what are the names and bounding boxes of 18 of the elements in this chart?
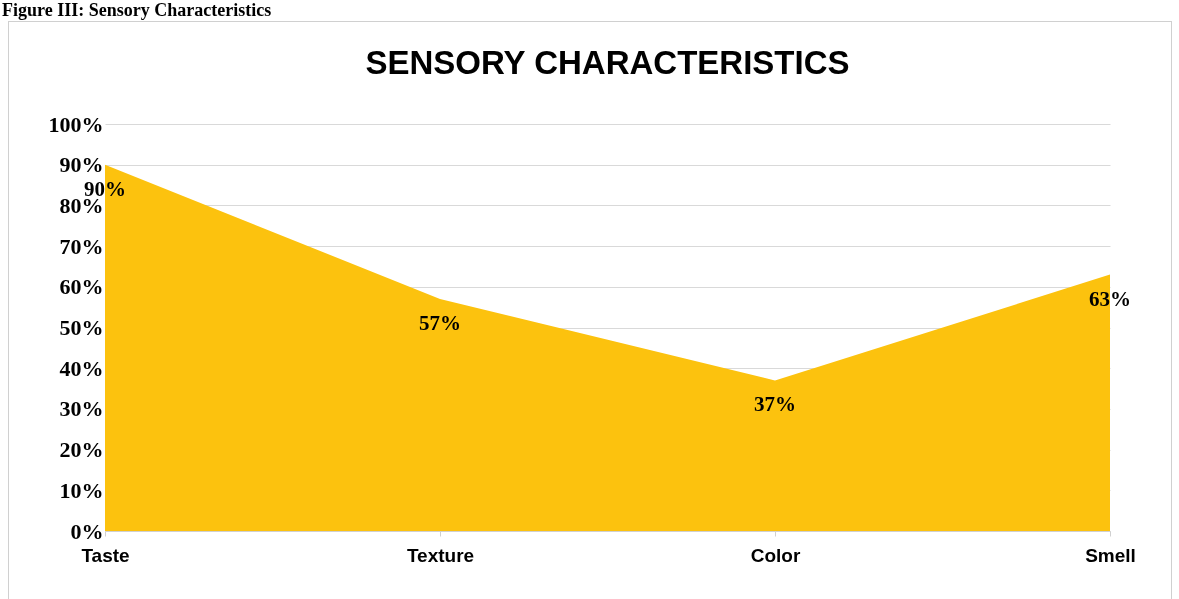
data-label: 57% bbox=[419, 311, 461, 336]
text: Figure III: Sensory Characteristics bbox=[2, 0, 272, 20]
y-tick-label: 100% bbox=[48, 111, 104, 137]
x-tick-label: Texture bbox=[406, 544, 475, 566]
chart-title: SENSORY CHARACTERISTICS bbox=[365, 44, 850, 81]
y-tick-label: 40% bbox=[59, 355, 104, 381]
y-tick-label: 60% bbox=[59, 274, 104, 300]
y-tick-label: 90% bbox=[59, 152, 104, 178]
x-tick-label: Color bbox=[750, 544, 801, 566]
y-tick-label: 20% bbox=[59, 437, 104, 463]
data-label: 37% bbox=[754, 392, 796, 417]
y-tick-label: 70% bbox=[59, 233, 104, 259]
x-tick-label: Taste bbox=[81, 544, 130, 566]
y-tick-label: 30% bbox=[59, 396, 104, 422]
y-tick-label: 50% bbox=[59, 315, 104, 340]
x-tick-label: Smell bbox=[1085, 544, 1136, 566]
y-tick-label: 0% bbox=[70, 518, 104, 544]
y-tick-label: 10% bbox=[59, 477, 104, 503]
